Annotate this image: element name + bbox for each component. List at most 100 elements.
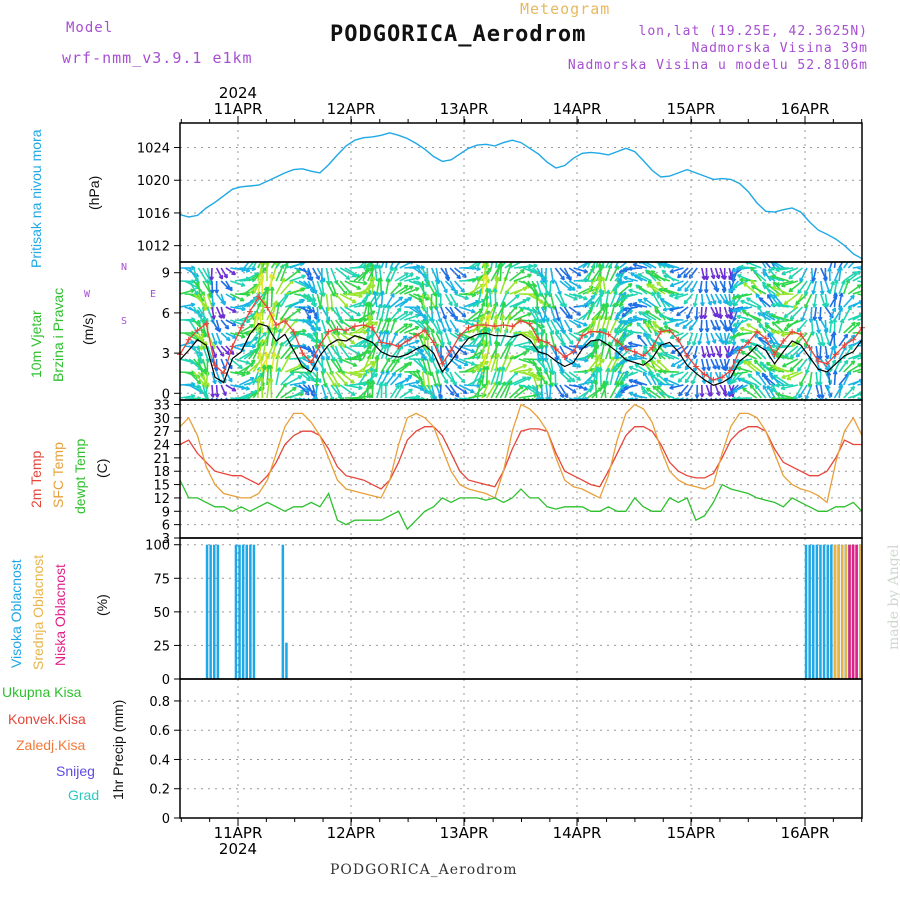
wind-arrow-head (316, 378, 322, 384)
wind-arrow-head (749, 384, 755, 389)
wind-arrow-head (850, 360, 856, 365)
wind-arrow (325, 332, 335, 350)
compass-south: S (120, 316, 128, 327)
wind-arrow-head (402, 335, 408, 341)
wind-arrow-head (799, 277, 804, 283)
wind-arrow (623, 276, 638, 282)
wind-arrow-head (453, 408, 456, 412)
wind-arrow (714, 280, 719, 293)
wind-arrow-head (823, 277, 828, 282)
wind-arrow (769, 262, 781, 269)
wind-gust-point (316, 342, 323, 349)
wind-arrow (311, 280, 317, 295)
wind-arrow (861, 372, 862, 374)
wind-gust-point (535, 336, 542, 343)
wind-arrow-head (799, 381, 804, 387)
wind-arrow (490, 262, 493, 269)
ytick-label-precipitation: 0 (162, 812, 170, 827)
wind-arrow (554, 267, 565, 281)
wind-arrow-head (740, 338, 745, 344)
panel-frame-pressure (179, 122, 863, 263)
wind-arrow (307, 345, 316, 358)
wind-arrow (454, 358, 469, 367)
wind-arrow-head (618, 360, 624, 365)
wind-arrow (399, 285, 414, 295)
wind-arrow-head (732, 316, 737, 322)
wind-arrow-head (823, 329, 829, 334)
wind-arrow (633, 274, 648, 282)
wind-arrow-head (717, 299, 722, 305)
wind-arrow-head (627, 355, 633, 360)
wind-arrow (280, 343, 294, 360)
wind-arrow-head (645, 283, 651, 288)
wind-arrow (771, 321, 785, 334)
wind-arrow-head (301, 274, 306, 280)
wind-arrow (344, 358, 363, 361)
wind-arrow (727, 384, 739, 396)
wind-arrow (509, 307, 525, 321)
wind-arrow (750, 279, 762, 295)
wind-arrow (824, 345, 829, 360)
wind-arrow-head (301, 380, 307, 386)
wind-arrow (805, 358, 813, 374)
wind-arrow-head (365, 327, 371, 332)
wind-arrow-head (712, 365, 717, 370)
wind-arrow-head (444, 367, 450, 373)
wind-arrow (394, 384, 404, 399)
wind-arrow (637, 285, 652, 295)
wind-arrow-head (770, 343, 775, 349)
wind-arrow-head (832, 344, 838, 349)
wind-arrow-head (706, 353, 712, 358)
wind-arrow-head (718, 314, 724, 319)
wind-arrow-head (716, 326, 721, 331)
wind-arrow (344, 371, 363, 378)
wind-arrow (838, 346, 847, 360)
wind-arrow (602, 276, 607, 295)
wind-arrow (771, 304, 789, 308)
wind-arrow (857, 383, 862, 386)
wind-arrow (678, 384, 689, 397)
wind-arrow (220, 293, 226, 306)
wind-arrow (527, 280, 538, 297)
wind-arrow (266, 286, 269, 308)
wind-arrow-head (731, 333, 737, 339)
wind-gust-point (780, 338, 787, 344)
wind-arrow-head (763, 375, 769, 380)
wind-arrow-head (212, 340, 218, 346)
wind-arrow-head (699, 302, 705, 307)
wind-arrow (344, 306, 361, 317)
wind-arrow (559, 306, 571, 319)
wind-arrow-head (630, 272, 635, 277)
wind-gust-point (824, 360, 830, 367)
wind-gust-point (378, 339, 385, 346)
wind-arrow-head (597, 252, 600, 256)
temp-dewpt-line (179, 479, 863, 531)
wind-arrow (531, 306, 542, 324)
wind-arrow (404, 352, 420, 360)
wind-arrow (339, 384, 356, 397)
wind-gust-point (614, 338, 621, 344)
wind-arrow-head (838, 305, 843, 310)
wind-arrow (408, 306, 423, 317)
wind-arrow-head (733, 405, 737, 409)
wind-arrow (623, 384, 638, 390)
wind-arrow (637, 298, 652, 308)
ytick-label-temperature: 30 (153, 412, 170, 427)
wind-arrow (316, 358, 327, 373)
wind-arrow-head (196, 411, 200, 415)
wind-arrow-head (761, 372, 767, 378)
wind-arrow-head (747, 360, 752, 366)
wind-arrow (385, 293, 395, 308)
wind-arrow-head (669, 334, 675, 340)
wind-arrow-head (487, 288, 493, 293)
wind-arrow-head (863, 273, 867, 276)
wind-gust-point (465, 324, 472, 331)
wind-arrow-head (843, 256, 846, 260)
wind-arrow-head (781, 282, 786, 288)
wind-arrow-head (302, 328, 307, 334)
wind-arrow-head (320, 356, 325, 361)
wind-arrow (710, 358, 717, 370)
ytick-label-cloud: 100 (145, 539, 170, 554)
wind-arrow (215, 319, 221, 333)
wind-arrow (762, 285, 776, 295)
